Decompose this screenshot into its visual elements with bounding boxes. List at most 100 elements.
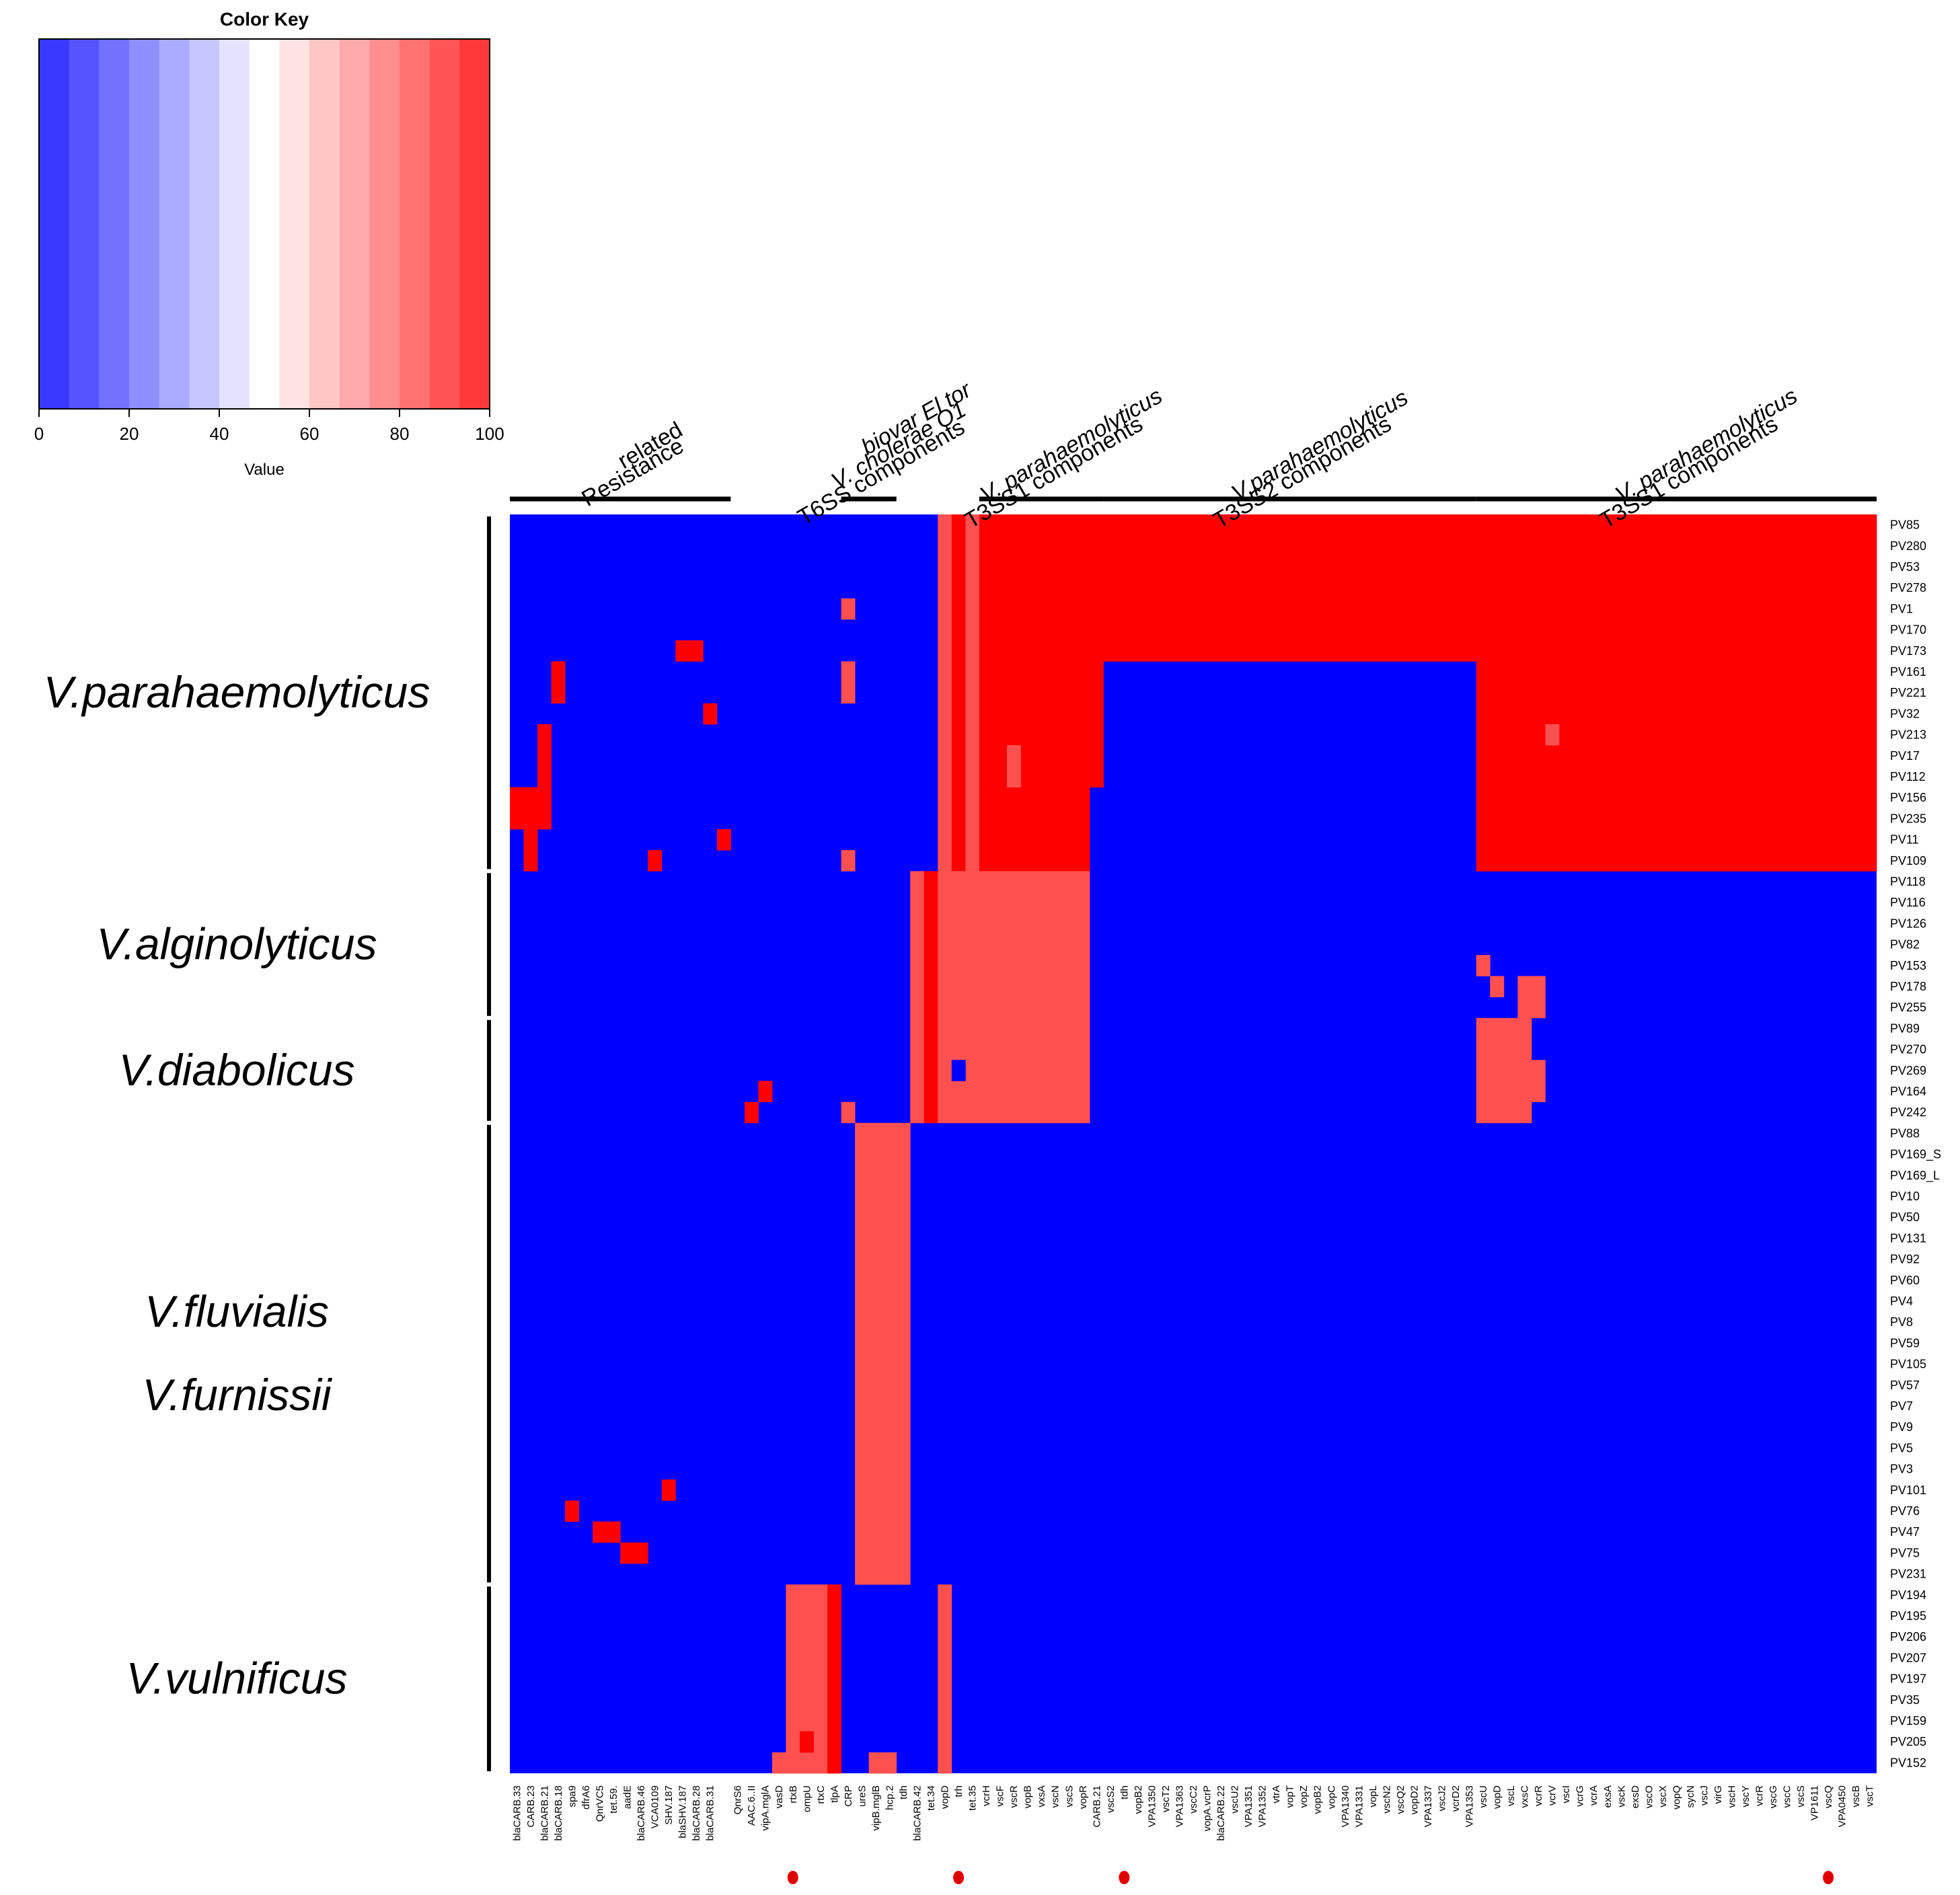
column-label: aadE bbox=[621, 1785, 633, 1809]
column-label: VCA0109 bbox=[650, 1785, 661, 1828]
heatmap-cell bbox=[551, 661, 566, 704]
column-label: virG bbox=[1712, 1785, 1724, 1804]
row-label: PV161 bbox=[1890, 665, 1926, 679]
column-label: VPA1351 bbox=[1243, 1785, 1254, 1827]
column-group-label: V. parahaemolyticus bbox=[976, 383, 1167, 508]
column-label: vscN2 bbox=[1381, 1785, 1392, 1814]
column-label: vscS bbox=[1063, 1785, 1075, 1808]
column-label: AAC.6..II bbox=[746, 1785, 757, 1826]
color-key-swatch bbox=[219, 39, 250, 409]
column-label: trh bbox=[953, 1785, 965, 1797]
heatmap-cell bbox=[510, 787, 538, 830]
row-label: PV156 bbox=[1890, 791, 1926, 804]
column-label: dfrA6 bbox=[580, 1785, 592, 1810]
column-label: vcrR bbox=[1533, 1785, 1544, 1806]
column-labels: blaCARB.33 CARB.23 blaCARB.21 blaCARB.18 spa… bbox=[511, 1785, 1875, 1841]
color-key-tick-label: 60 bbox=[300, 424, 319, 444]
row-label: PV206 bbox=[1890, 1630, 1926, 1643]
heatmap-cell bbox=[993, 787, 1090, 872]
species-label: V.parahaemolyticus bbox=[44, 667, 430, 717]
heatmap-cell bbox=[800, 1731, 814, 1753]
row-label: PV159 bbox=[1890, 1714, 1926, 1728]
column-label: vscC bbox=[1782, 1785, 1793, 1808]
column-label: vxsA bbox=[1036, 1785, 1047, 1808]
column-label: vscS2 bbox=[1105, 1785, 1117, 1813]
column-label: vcrD2 bbox=[1450, 1785, 1462, 1812]
column-label: vopR bbox=[1078, 1785, 1089, 1809]
column-label: vscR bbox=[1008, 1785, 1020, 1808]
column-label: vscO bbox=[1643, 1785, 1655, 1808]
row-label: PV109 bbox=[1890, 854, 1926, 867]
heatmap-cell bbox=[744, 1101, 759, 1124]
color-key-swatch bbox=[189, 39, 220, 409]
column-label: SHV.187 bbox=[663, 1785, 675, 1825]
column-label: vxsC bbox=[1519, 1785, 1531, 1808]
row-label: PV221 bbox=[1890, 686, 1926, 699]
column-label: vopB2 bbox=[1312, 1785, 1324, 1814]
color-key-swatch bbox=[249, 39, 280, 409]
heatmap-cell bbox=[1476, 1017, 1532, 1124]
color-key-swatch bbox=[99, 39, 130, 409]
row-label: PV235 bbox=[1890, 812, 1926, 825]
row-label: PV4 bbox=[1890, 1294, 1913, 1308]
column-label: vcrG bbox=[1575, 1785, 1586, 1807]
column-label: vcrR bbox=[1754, 1785, 1766, 1806]
row-label: PV101 bbox=[1890, 1483, 1926, 1497]
row-label: PV57 bbox=[1890, 1379, 1920, 1392]
column-label: vopA.vcrP bbox=[1202, 1785, 1213, 1831]
row-label: PV231 bbox=[1890, 1568, 1926, 1581]
column-label: ompU bbox=[801, 1785, 813, 1812]
heatmap-cell bbox=[951, 1060, 966, 1081]
heatmap-cell bbox=[841, 850, 856, 872]
column-label: vscN bbox=[1050, 1785, 1061, 1808]
column-label: VPA1363 bbox=[1174, 1785, 1185, 1827]
row-label: PV53 bbox=[1890, 560, 1920, 574]
row-label: PV152 bbox=[1890, 1756, 1926, 1769]
column-label: tdh bbox=[898, 1785, 909, 1800]
column-label: vopZ bbox=[1298, 1785, 1310, 1808]
column-label: QnrS6 bbox=[732, 1785, 744, 1814]
heatmap-cell bbox=[1476, 514, 1877, 872]
column-label: vscL bbox=[1505, 1785, 1517, 1806]
column-label: vscT bbox=[1864, 1785, 1876, 1807]
row-label: PV213 bbox=[1890, 728, 1926, 742]
row-label: PV35 bbox=[1890, 1693, 1920, 1707]
heatmap-cell bbox=[841, 1101, 856, 1124]
column-label: vscU2 bbox=[1230, 1785, 1241, 1814]
heatmap-cell bbox=[648, 850, 663, 872]
column-label: vscU bbox=[1478, 1785, 1489, 1808]
column-label: vcrV bbox=[1547, 1785, 1558, 1806]
column-label: vopQ bbox=[1671, 1785, 1682, 1810]
marker-dot bbox=[1119, 1871, 1130, 1884]
column-label: tet.35 bbox=[967, 1785, 979, 1811]
heatmap-cell bbox=[1006, 745, 1021, 787]
row-label: PV10 bbox=[1890, 1190, 1920, 1203]
row-label: PV197 bbox=[1890, 1672, 1926, 1686]
column-label: VPA1350 bbox=[1146, 1785, 1158, 1827]
column-label: blaCARB.46 bbox=[636, 1785, 647, 1841]
heatmap-cell bbox=[771, 1752, 786, 1774]
column-label: vscI bbox=[1560, 1785, 1572, 1804]
column-label: vscS bbox=[1795, 1785, 1807, 1808]
heatmap-cell bbox=[827, 1584, 842, 1774]
column-label: CARB.23 bbox=[525, 1785, 537, 1828]
column-group-label: V.parahaemolyticus bbox=[1227, 385, 1412, 506]
row-label: PV269 bbox=[1890, 1064, 1926, 1077]
column-label: vtrA bbox=[1271, 1785, 1282, 1804]
heatmap-cell bbox=[1476, 955, 1491, 976]
column-label: vopD2 bbox=[1408, 1785, 1420, 1814]
column-label: rtxB bbox=[788, 1785, 799, 1804]
species-label: V.furnissii bbox=[142, 1370, 333, 1420]
column-label: hcp.2 bbox=[884, 1785, 895, 1810]
species-label: V.alginolyticus bbox=[97, 919, 377, 969]
color-key-swatch bbox=[159, 39, 190, 409]
column-label: blaCARB.18 bbox=[553, 1785, 564, 1841]
column-label: vscY bbox=[1740, 1785, 1751, 1808]
color-key: Color Key 0 20 40 60 80 100 Value bbox=[34, 9, 504, 479]
column-label: exsD bbox=[1630, 1785, 1641, 1808]
column-label: VP1611 bbox=[1809, 1785, 1821, 1820]
row-label: PV126 bbox=[1890, 917, 1926, 930]
row-label: PV11 bbox=[1890, 833, 1919, 847]
row-label: PV153 bbox=[1890, 959, 1926, 972]
